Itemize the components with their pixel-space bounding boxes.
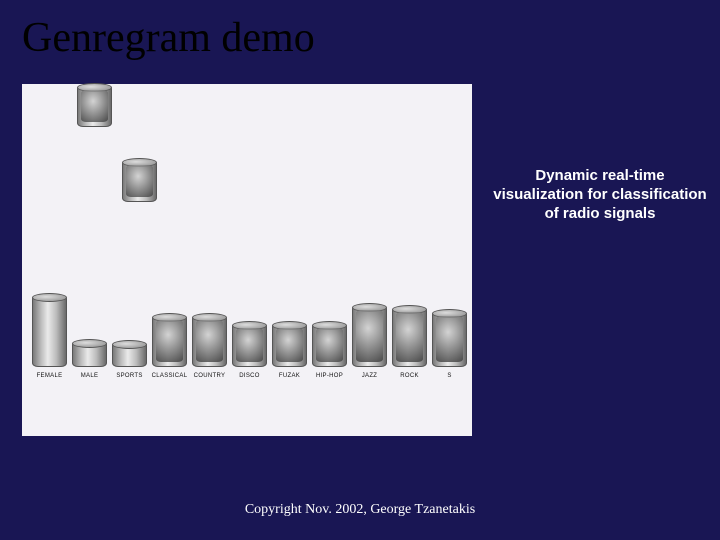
genre-cylinder — [192, 315, 227, 367]
genre-label: HIP-HOP — [310, 373, 349, 379]
highlight-cylinder — [122, 160, 157, 202]
genre-label: JAZZ — [350, 373, 389, 379]
genregram-panel: FEMALEMALESPORTSCLASSICALCOUNTRYDISCOFUZ… — [22, 84, 472, 436]
genre-label: MALE — [70, 373, 109, 379]
genre-cylinder — [432, 311, 467, 367]
genre-label: FEMALE — [30, 373, 69, 379]
genre-cylinder — [32, 295, 67, 367]
highlight-cylinder — [77, 85, 112, 127]
genre-label: DISCO — [230, 373, 269, 379]
genre-cylinder — [112, 342, 147, 367]
genre-cylinder — [352, 305, 387, 367]
genre-label: CLASSICAL — [150, 373, 189, 379]
copyright-text: Copyright Nov. 2002, George Tzanetakis — [0, 502, 720, 518]
genre-cylinder — [232, 323, 267, 367]
genre-cylinder — [272, 323, 307, 367]
slide-title: Genregram demo — [0, 0, 720, 62]
genre-cylinder — [312, 323, 347, 367]
slide-caption: Dynamic real-time visualization for clas… — [490, 166, 710, 224]
genre-label: S — [430, 373, 469, 379]
genre-cylinder — [152, 315, 187, 367]
genre-label: COUNTRY — [190, 373, 229, 379]
genre-cylinder — [392, 307, 427, 367]
genre-cylinder — [72, 341, 107, 367]
genre-label: SPORTS — [110, 373, 149, 379]
genre-label: ROCK — [390, 373, 429, 379]
genre-label: FUZAK — [270, 373, 309, 379]
